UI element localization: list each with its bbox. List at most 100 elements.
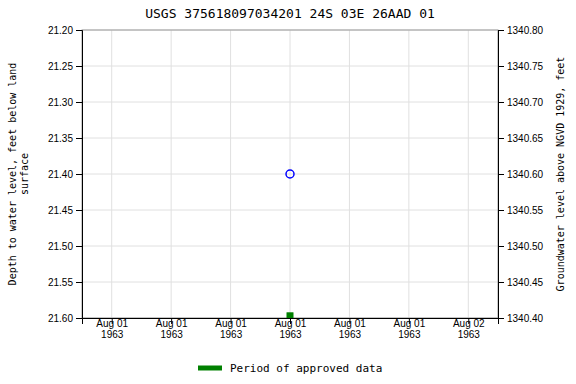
text-line: Aug 02 xyxy=(453,318,485,329)
y2-tick: 1340.40 xyxy=(498,313,544,324)
y2-tick-label: 1340.65 xyxy=(507,133,544,144)
y-tick-label: 21.60 xyxy=(48,313,73,324)
y-tick: 21.20 xyxy=(48,25,82,36)
text-line: 1963 xyxy=(458,329,481,340)
text-line: 1963 xyxy=(101,329,124,340)
y-tick-label: 21.25 xyxy=(48,61,73,72)
text-line: 1963 xyxy=(279,329,302,340)
text-line: Aug 01 xyxy=(156,318,188,329)
y2-tick-line xyxy=(498,66,504,67)
y2-tick: 1340.50 xyxy=(498,241,544,252)
y2-axis-title: Groundwater level above NGVD 1929, feet xyxy=(555,57,566,292)
y2-tick: 1340.45 xyxy=(498,277,544,288)
y2-tick-line xyxy=(498,318,504,319)
x-tick: Aug 011963 xyxy=(275,318,307,340)
y2-tick-label: 1340.70 xyxy=(507,97,544,108)
text-line: Aug 01 xyxy=(275,318,307,329)
y2-tick: 1340.75 xyxy=(498,61,544,72)
y2-tick-label: 1340.45 xyxy=(507,277,544,288)
grid-line-x xyxy=(171,30,172,318)
y2-axis: 1340.80 1340.75 1340.70 1340.65 1340.60 1340.… xyxy=(498,25,544,324)
grid-line-x xyxy=(290,30,291,318)
y2-tick-line xyxy=(498,174,504,175)
y2-tick-label: 1340.50 xyxy=(507,241,544,252)
point xyxy=(286,170,294,178)
x-tick: Aug 011963 xyxy=(394,318,426,340)
y-tick: 21.35 xyxy=(48,133,82,144)
text-line: Aug 01 xyxy=(215,318,247,329)
y2-tick: 1340.80 xyxy=(498,25,544,36)
y2-tick-label: 1340.60 xyxy=(507,169,544,180)
text-line: Groundwater level above NGVD 1929, feet xyxy=(555,57,566,292)
legend-swatch xyxy=(198,366,222,371)
y-tick: 21.55 xyxy=(48,277,82,288)
y-tick: 21.40 xyxy=(48,169,82,180)
x-tick: Aug 011963 xyxy=(156,318,188,340)
point xyxy=(287,313,293,318)
text-line: 1963 xyxy=(161,329,184,340)
x-axis: Aug 011963Aug 011963Aug 011963Aug 011963… xyxy=(83,318,499,340)
x-tick-label: Aug 021963 xyxy=(453,318,485,340)
y-tick: 21.60 xyxy=(48,313,82,324)
y2-tick-line xyxy=(498,30,504,31)
y2-tick-label: 1340.55 xyxy=(507,205,544,216)
y2-tick-line xyxy=(498,282,504,283)
grid-line-x xyxy=(230,30,231,318)
grid-line-x xyxy=(349,30,350,318)
chart: Aug 011963Aug 011963Aug 011963Aug 011963… xyxy=(0,0,576,384)
y2-tick-line xyxy=(498,102,504,103)
x-tick-label: Aug 011963 xyxy=(156,318,188,340)
y-tick: 21.45 xyxy=(48,205,82,216)
x-tick: Aug 021963 xyxy=(453,318,485,340)
y-tick-line xyxy=(76,318,82,319)
grid-line-x xyxy=(408,30,409,318)
text-line: 1963 xyxy=(339,329,362,340)
text-line: Aug 01 xyxy=(394,318,426,329)
y2-tick-label: 1340.80 xyxy=(507,25,544,36)
text-line: Aug 01 xyxy=(96,318,128,329)
y-tick-label: 21.40 xyxy=(48,169,73,180)
axis-line xyxy=(499,31,505,319)
grid-line-x xyxy=(468,30,469,318)
y2-tick: 1340.65 xyxy=(498,133,544,144)
y-tick-label: 21.35 xyxy=(48,133,73,144)
y2-tick-label: 1340.75 xyxy=(507,61,544,72)
y-tick-line xyxy=(76,30,82,31)
text-line: surface xyxy=(19,153,30,195)
text-line: Depth to water level, feet below land xyxy=(7,63,18,286)
y-tick-line xyxy=(76,66,82,67)
axis-line xyxy=(76,31,83,319)
y2-tick-line xyxy=(498,246,504,247)
y2-tick-label: 1340.40 xyxy=(507,313,544,324)
x-tick-label: Aug 011963 xyxy=(96,318,128,340)
y2-tick-line xyxy=(498,138,504,139)
x-tick: Aug 011963 xyxy=(334,318,366,340)
y-tick-label: 21.30 xyxy=(48,97,73,108)
grid-line-x xyxy=(111,30,112,318)
y-axis-title: Depth to water level, feet below landsur… xyxy=(7,63,30,286)
y2-tick: 1340.55 xyxy=(498,205,544,216)
marks xyxy=(286,170,294,318)
plot: Aug 011963Aug 011963Aug 011963Aug 011963… xyxy=(48,25,544,340)
x-tick-label: Aug 011963 xyxy=(275,318,307,340)
text-line: Aug 01 xyxy=(334,318,366,329)
x-tick-label: Aug 011963 xyxy=(215,318,247,340)
plot-frame xyxy=(82,30,498,318)
y-tick-label: 21.55 xyxy=(48,277,73,288)
x-tick: Aug 011963 xyxy=(215,318,247,340)
y-tick: 21.25 xyxy=(48,61,82,72)
y-tick-line xyxy=(76,138,82,139)
text-line: 1963 xyxy=(220,329,243,340)
x-tick-label: Aug 011963 xyxy=(334,318,366,340)
y2-tick: 1340.70 xyxy=(498,97,544,108)
y-axis: 21.20 21.25 21.30 21.35 21.40 21.45 21.50 21.55… xyxy=(48,25,83,324)
y-tick: 21.50 xyxy=(48,241,82,252)
y-tick-line xyxy=(76,174,82,175)
text-line: 1963 xyxy=(398,329,421,340)
y-tick-label: 21.50 xyxy=(48,241,73,252)
legend-label: Period of approved data xyxy=(230,362,382,375)
x-tick: Aug 011963 xyxy=(96,318,128,340)
y-tick-line xyxy=(76,210,82,211)
y-tick-label: 21.45 xyxy=(48,205,73,216)
y-tick-line xyxy=(76,246,82,247)
